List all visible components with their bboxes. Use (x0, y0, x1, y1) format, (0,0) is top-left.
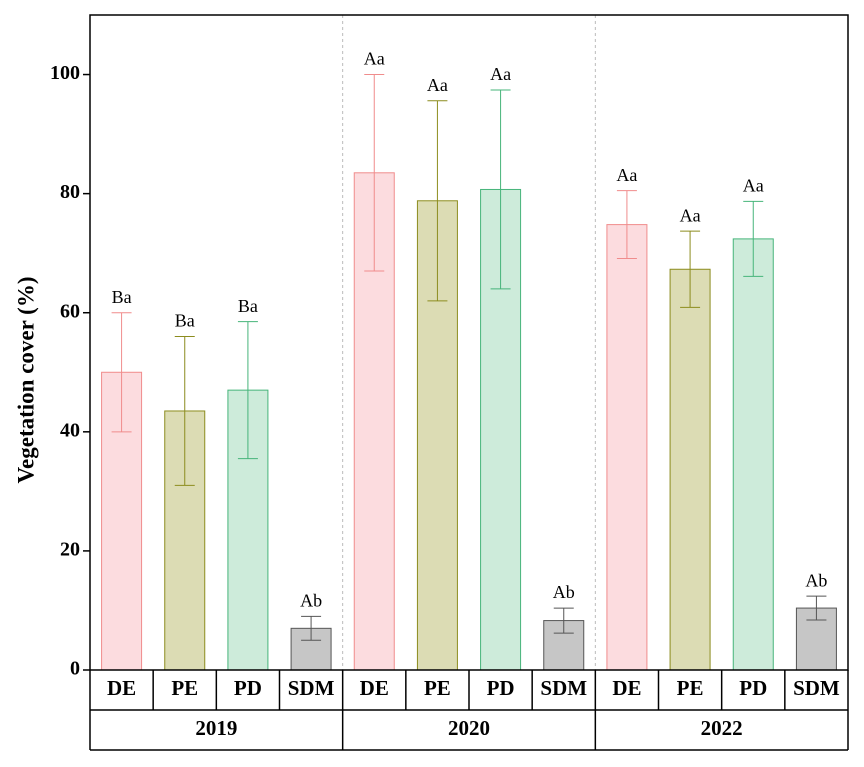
x-tick-label: PD (234, 676, 262, 700)
annotation: Ab (553, 582, 575, 602)
plot-frame (89, 14, 849, 671)
x-tick-label: PE (171, 676, 198, 700)
bar (732, 238, 774, 671)
y-tick-label: 80 (60, 181, 80, 203)
x-tick-label: SDM (288, 676, 335, 700)
x-group-label: 2022 (701, 716, 743, 740)
x-tick-label: DE (107, 676, 136, 700)
annotation: Aa (743, 176, 764, 196)
x-tick-label: SDM (793, 676, 840, 700)
x-tick-label: PD (487, 676, 515, 700)
y-tick-label: 20 (60, 539, 80, 561)
annotation: Ba (112, 287, 132, 307)
bar (606, 224, 648, 671)
y-tick-label: 0 (70, 658, 80, 680)
x-tick-label: PD (739, 676, 767, 700)
annotation: Ba (238, 296, 258, 316)
y-axis-title: Vegetation cover (%) (13, 277, 38, 484)
annotation: Aa (616, 165, 637, 185)
annotation: Ba (175, 311, 195, 331)
y-tick-label: 60 (60, 300, 80, 322)
x-tick-label: DE (612, 676, 641, 700)
annotation: Ab (805, 570, 827, 590)
bar (669, 268, 711, 671)
annotation: Aa (680, 205, 701, 225)
annotation: Aa (490, 64, 511, 84)
y-tick-label: 100 (50, 62, 80, 84)
annotation: Aa (364, 49, 385, 69)
annotation: Aa (427, 75, 448, 95)
x-tick-label: SDM (540, 676, 587, 700)
x-tick-label: PE (677, 676, 704, 700)
x-tick-label: PE (424, 676, 451, 700)
x-group-label: 2019 (195, 716, 237, 740)
y-tick-label: 40 (60, 419, 80, 441)
x-tick-label: DE (360, 676, 389, 700)
x-group-label: 2020 (448, 716, 490, 740)
annotation: Ab (300, 591, 322, 611)
